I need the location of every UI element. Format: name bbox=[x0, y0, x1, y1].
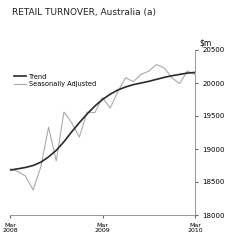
Text: $m: $m bbox=[199, 38, 211, 47]
Legend: Trend, Seasonally Adjusted: Trend, Seasonally Adjusted bbox=[13, 73, 96, 88]
Text: RETAIL TURNOVER, Australia (a): RETAIL TURNOVER, Australia (a) bbox=[12, 8, 156, 16]
